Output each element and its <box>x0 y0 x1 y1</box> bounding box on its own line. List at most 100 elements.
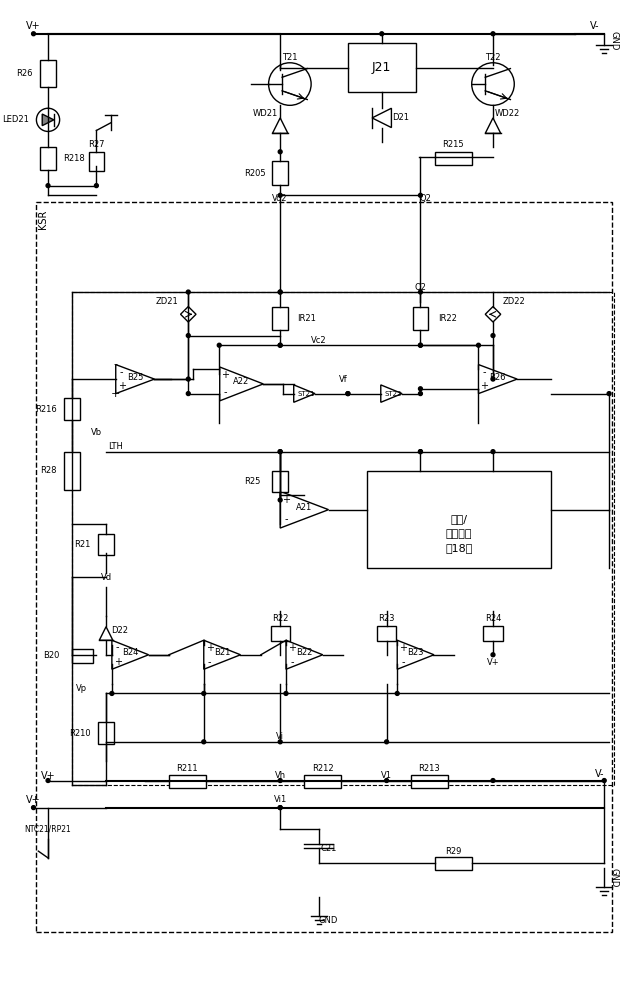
Circle shape <box>491 334 495 337</box>
Text: J21: J21 <box>372 61 391 74</box>
Text: -: - <box>482 367 486 377</box>
Text: R27: R27 <box>88 140 105 149</box>
Text: Vf: Vf <box>339 375 348 384</box>
Text: -: - <box>224 387 227 397</box>
Circle shape <box>284 692 288 695</box>
Circle shape <box>384 740 389 744</box>
Circle shape <box>187 377 190 381</box>
Bar <box>377 626 396 641</box>
Text: +: + <box>114 657 122 667</box>
Circle shape <box>491 653 495 657</box>
Circle shape <box>278 740 282 744</box>
Text: Vc2: Vc2 <box>311 336 327 345</box>
Text: Vi: Vi <box>276 732 284 741</box>
Text: B26: B26 <box>490 373 506 382</box>
Circle shape <box>278 450 282 454</box>
Text: R26: R26 <box>16 69 32 78</box>
Text: B22: B22 <box>296 648 313 657</box>
Circle shape <box>346 392 350 396</box>
Text: Vb: Vb <box>91 428 102 437</box>
Circle shape <box>419 450 422 454</box>
Text: D22: D22 <box>111 626 128 635</box>
Text: R29: R29 <box>445 847 462 856</box>
Text: GND: GND <box>610 31 618 50</box>
Circle shape <box>187 392 190 396</box>
Circle shape <box>419 392 422 396</box>
Text: -: - <box>114 360 118 370</box>
Circle shape <box>278 806 282 810</box>
Bar <box>89 152 104 171</box>
Bar <box>64 452 80 490</box>
Bar <box>484 626 503 641</box>
Circle shape <box>346 392 350 396</box>
Text: -: - <box>208 657 212 667</box>
Circle shape <box>278 450 282 454</box>
Text: A21: A21 <box>296 503 313 512</box>
Circle shape <box>419 343 422 347</box>
Circle shape <box>491 32 495 36</box>
Circle shape <box>491 377 495 381</box>
Circle shape <box>46 184 50 188</box>
Text: R210: R210 <box>69 729 90 738</box>
Bar <box>41 147 56 170</box>
Polygon shape <box>42 114 54 126</box>
Text: R23: R23 <box>378 614 395 623</box>
Bar <box>273 161 288 185</box>
Bar <box>72 292 614 785</box>
Text: B25: B25 <box>127 373 144 382</box>
Bar <box>271 626 290 641</box>
Circle shape <box>278 150 282 154</box>
Text: +: + <box>282 495 290 505</box>
Text: V1: V1 <box>381 771 392 780</box>
Circle shape <box>94 184 99 188</box>
Text: R21: R21 <box>74 540 90 549</box>
Bar <box>348 43 416 92</box>
Bar <box>368 471 551 568</box>
Circle shape <box>278 290 282 294</box>
Bar <box>411 775 447 788</box>
Text: -: - <box>290 657 293 667</box>
Circle shape <box>395 692 399 695</box>
Circle shape <box>380 32 384 36</box>
Text: NTC21/RP21: NTC21/RP21 <box>25 824 71 833</box>
Text: LTH: LTH <box>108 442 123 451</box>
Text: +: + <box>288 643 296 653</box>
Text: Q2: Q2 <box>414 283 426 292</box>
Text: Vh: Vh <box>275 771 286 780</box>
Text: R28: R28 <box>40 466 57 475</box>
Text: IR22: IR22 <box>438 314 457 323</box>
Text: +: + <box>111 389 120 399</box>
Circle shape <box>278 498 282 502</box>
Text: Q2: Q2 <box>419 194 431 203</box>
Text: V-: V- <box>590 21 599 31</box>
Text: +: + <box>205 643 213 653</box>
Circle shape <box>419 387 422 391</box>
Bar <box>72 649 94 663</box>
Circle shape <box>491 450 495 454</box>
Text: +: + <box>399 643 407 653</box>
Text: V+: V+ <box>487 658 499 667</box>
Circle shape <box>278 193 282 197</box>
Text: GND: GND <box>610 868 618 887</box>
Text: T22: T22 <box>485 53 500 62</box>
Text: ST22: ST22 <box>384 391 402 397</box>
Bar <box>64 398 80 420</box>
Text: Vd: Vd <box>100 573 112 582</box>
Circle shape <box>278 779 282 782</box>
Bar <box>273 471 288 492</box>
Text: D21: D21 <box>392 113 409 122</box>
Text: R215: R215 <box>442 140 464 149</box>
Text: V+: V+ <box>41 771 56 781</box>
Text: R24: R24 <box>485 614 501 623</box>
Text: V-: V- <box>595 769 604 779</box>
Text: B20: B20 <box>43 651 60 660</box>
Text: B24: B24 <box>122 648 139 657</box>
Circle shape <box>278 343 282 347</box>
Bar <box>41 60 56 87</box>
Text: R218: R218 <box>64 154 85 163</box>
Bar <box>99 722 114 744</box>
Text: WD21: WD21 <box>253 109 278 118</box>
Bar <box>273 307 288 330</box>
Text: -: - <box>401 657 405 667</box>
Circle shape <box>419 193 422 197</box>
